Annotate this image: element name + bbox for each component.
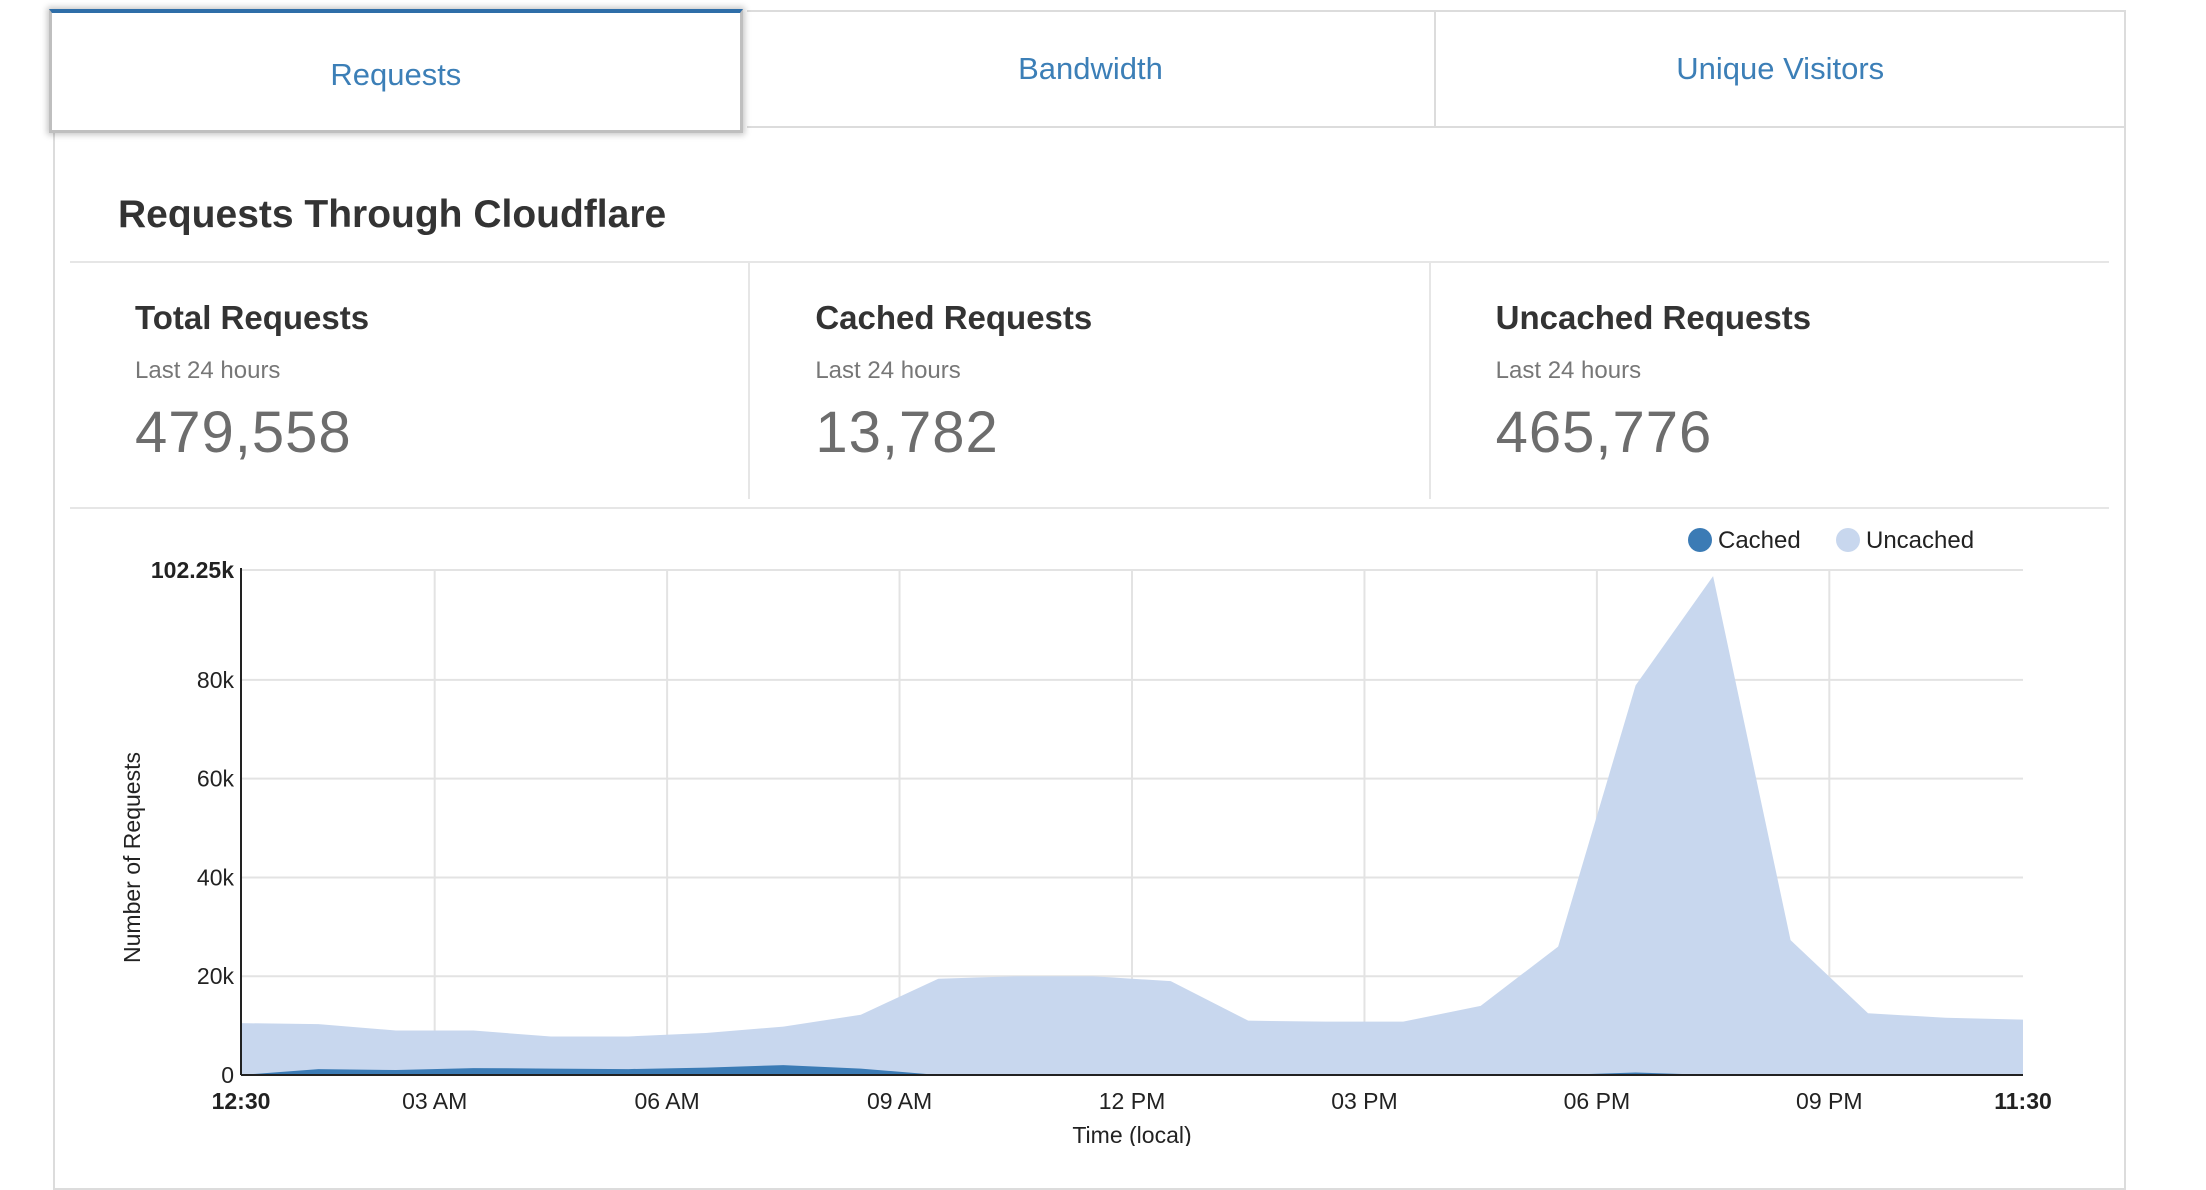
cached-area <box>241 1065 2023 1075</box>
x-tick-label: 11:30 <box>1994 1088 2052 1114</box>
stat-title: Total Requests <box>135 299 370 336</box>
y-tick-label: 20k <box>197 963 235 989</box>
stat-title: Cached Requests <box>815 299 1093 336</box>
section-title: Requests Through Cloudflare <box>118 193 667 236</box>
y-tick-label: 40k <box>197 864 235 890</box>
y-tick-label: 102.25k <box>151 557 234 583</box>
stats-row: Total Requests Last 24 hours 479,558 Cac… <box>70 261 2109 499</box>
stat-cached-requests: Cached Requests Last 24 hours 13,782 <box>750 261 1431 499</box>
x-tick-label: 12:30 <box>212 1088 271 1114</box>
stat-value: 465,776 <box>1495 400 1713 465</box>
stat-subtitle: Last 24 hours <box>815 357 961 384</box>
tab-bar: Requests Bandwidth Unique Visitors <box>49 9 2127 133</box>
tab-requests[interactable]: Requests <box>49 9 743 133</box>
x-tick-label: 06 AM <box>635 1088 700 1114</box>
stat-value: 13,782 <box>815 400 999 465</box>
legend-label-cached: Cached <box>1718 527 1801 554</box>
stat-subtitle: Last 24 hours <box>1495 357 1642 384</box>
y-axis-title: Number of Requests <box>119 752 145 963</box>
tab-unique-visitors[interactable]: Unique Visitors <box>1436 10 2127 128</box>
x-axis-title: Time (local) <box>1072 1122 1191 1146</box>
x-tick-label: 03 PM <box>1331 1088 1397 1114</box>
legend-label-uncached: Uncached <box>1866 527 1974 554</box>
y-tick-label: 80k <box>197 667 235 693</box>
legend-swatch-uncached <box>1836 528 1860 552</box>
requests-area-chart: 0 20k 40k 60k 80k 102.25k 12:30 03 AM 06 AM 09 AM… <box>119 527 2052 1146</box>
divider <box>70 507 2109 509</box>
x-tick-label: 12 PM <box>1099 1088 1165 1114</box>
tab-bandwidth[interactable]: Bandwidth <box>746 10 1437 128</box>
y-tick-label: 60k <box>197 766 235 792</box>
stat-value: 479,558 <box>135 400 352 465</box>
stat-total-requests: Total Requests Last 24 hours 479,558 <box>70 261 751 499</box>
x-tick-label: 09 PM <box>1796 1088 1862 1114</box>
x-tick-label: 06 PM <box>1564 1088 1630 1114</box>
x-tick-label: 09 AM <box>867 1088 932 1114</box>
legend-swatch-cached <box>1688 528 1712 552</box>
stat-subtitle: Last 24 hours <box>135 357 281 384</box>
uncached-area <box>241 576 2023 1075</box>
stat-uncached-requests: Uncached Requests Last 24 hours 465,776 <box>1431 261 2109 499</box>
divider <box>70 261 2109 263</box>
x-tick-label: 03 AM <box>402 1088 467 1114</box>
y-tick-label: 0 <box>221 1062 234 1088</box>
stat-title: Uncached Requests <box>1495 299 1812 336</box>
